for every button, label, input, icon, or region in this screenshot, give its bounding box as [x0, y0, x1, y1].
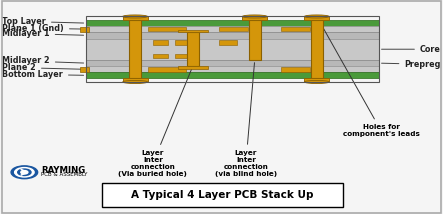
Text: Midlayer 2: Midlayer 2: [2, 56, 84, 65]
Bar: [86, 16, 379, 82]
Circle shape: [18, 169, 31, 175]
Bar: [123, 16, 148, 20]
Bar: [178, 30, 208, 32]
Bar: [153, 54, 168, 58]
Bar: [123, 78, 148, 82]
Circle shape: [15, 168, 34, 177]
Bar: [175, 40, 190, 45]
Bar: [281, 27, 310, 31]
Bar: [304, 78, 329, 82]
Bar: [249, 20, 261, 60]
Bar: [153, 40, 168, 45]
Text: Holes for
component's leads: Holes for component's leads: [318, 19, 420, 137]
Ellipse shape: [304, 80, 329, 83]
Bar: [281, 67, 310, 72]
Text: Layer
Inter
connection
(via blind hole): Layer Inter connection (via blind hole): [215, 63, 277, 177]
Bar: [86, 39, 379, 60]
Bar: [148, 67, 186, 72]
Bar: [148, 27, 186, 31]
Circle shape: [21, 171, 28, 174]
Text: Core: Core: [381, 45, 441, 54]
Bar: [86, 66, 379, 72]
Bar: [80, 67, 89, 72]
Bar: [175, 54, 190, 58]
Bar: [80, 27, 89, 32]
FancyBboxPatch shape: [102, 183, 343, 207]
Ellipse shape: [123, 80, 148, 83]
Text: PCB & ASSEMBLY: PCB & ASSEMBLY: [41, 172, 87, 177]
Bar: [86, 72, 379, 78]
Bar: [129, 20, 141, 78]
Text: Top Layer: Top Layer: [2, 17, 84, 26]
Text: RAYMING: RAYMING: [41, 166, 85, 175]
Circle shape: [11, 166, 38, 179]
Bar: [187, 32, 199, 66]
Bar: [304, 16, 329, 20]
Ellipse shape: [123, 15, 148, 18]
Bar: [242, 16, 267, 20]
Ellipse shape: [304, 15, 329, 18]
Bar: [311, 20, 323, 78]
Bar: [86, 60, 379, 66]
Bar: [219, 40, 237, 45]
Bar: [86, 32, 379, 39]
Bar: [86, 26, 379, 32]
Bar: [178, 66, 208, 69]
Text: Bottom Layer: Bottom Layer: [2, 70, 84, 79]
Text: Prepreg: Prepreg: [381, 60, 441, 69]
Bar: [86, 20, 379, 26]
Text: Plane 2: Plane 2: [2, 63, 84, 72]
Text: Plane 1 (Gnd): Plane 1 (Gnd): [2, 24, 84, 33]
Text: Midlayer 1: Midlayer 1: [2, 29, 84, 38]
Text: A Typical 4 Layer PCB Stack Up: A Typical 4 Layer PCB Stack Up: [131, 190, 314, 200]
Bar: [219, 27, 248, 31]
Text: Layer
Inter
connection
(Via buried hole): Layer Inter connection (Via buried hole): [118, 69, 192, 177]
Ellipse shape: [242, 15, 267, 18]
